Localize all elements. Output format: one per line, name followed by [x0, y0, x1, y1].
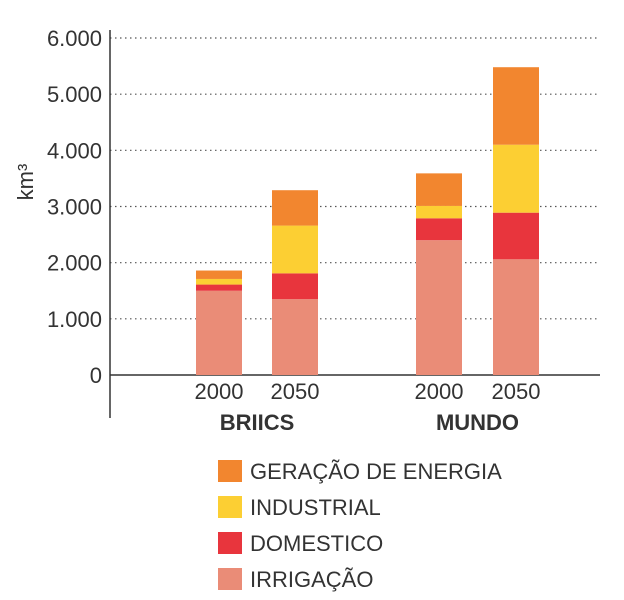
y-tick-label: 4.000: [47, 138, 102, 163]
legend-label: IRRIGAÇÃO: [250, 567, 373, 592]
x-tick-labels: 2000 2050 2000 2050: [195, 379, 541, 404]
legend-swatch: [218, 568, 242, 590]
y-tick-label: 5.000: [47, 82, 102, 107]
bar-segment-industrial-2: [416, 205, 462, 219]
group-label: BRIICS: [220, 410, 295, 435]
y-tick-label: 3.000: [47, 195, 102, 220]
legend-label: GERAÇÃO DE ENERGIA: [250, 459, 502, 484]
y-tick-labels: 0 1.000 2.000 3.000 4.000 5.000 6.000: [47, 26, 102, 388]
bar-segment-irriga-o-3: [493, 259, 539, 375]
bar-segment-industrial-1: [272, 225, 318, 274]
bar-segment-gera-o-de-energia-3: [493, 67, 539, 145]
gridlines: [110, 37, 600, 320]
bar-segment-domestico-2: [416, 218, 462, 241]
bar-segment-irriga-o-0: [196, 290, 242, 375]
bar-segment-gera-o-de-energia-2: [416, 173, 462, 206]
bar-segment-domestico-3: [493, 212, 539, 260]
bar-segment-domestico-0: [196, 284, 242, 291]
bar-segment-domestico-1: [272, 273, 318, 300]
group-labels: BRIICS MUNDO: [220, 410, 519, 435]
bar-segment-gera-o-de-energia-0: [196, 270, 242, 279]
y-tick-label: 2.000: [47, 251, 102, 276]
legend-label: DOMESTICO: [250, 531, 383, 556]
legend-swatch: [218, 460, 242, 482]
y-tick-label: 1.000: [47, 307, 102, 332]
y-tick-label: 0: [90, 363, 102, 388]
bar-segment-industrial-0: [196, 278, 242, 285]
legend-label: INDUSTRIAL: [250, 495, 381, 520]
legend-swatch: [218, 532, 242, 554]
bar-segment-industrial-3: [493, 144, 539, 213]
bar-segment-gera-o-de-energia-1: [272, 190, 318, 226]
x-tick-label: 2050: [492, 379, 541, 404]
y-axis-label: km³: [13, 164, 38, 201]
y-tick-label: 6.000: [47, 26, 102, 51]
legend-swatch: [218, 496, 242, 518]
bar-segment-irriga-o-1: [272, 299, 318, 375]
bar-stacks: [196, 67, 539, 375]
x-tick-label: 2000: [415, 379, 464, 404]
x-tick-label: 2000: [195, 379, 244, 404]
bar-segment-irriga-o-2: [416, 240, 462, 375]
legend: GERAÇÃO DE ENERGIA INDUSTRIAL DOMESTICO IRR…: [218, 459, 502, 592]
group-label: MUNDO: [436, 410, 519, 435]
x-tick-label: 2050: [271, 379, 320, 404]
